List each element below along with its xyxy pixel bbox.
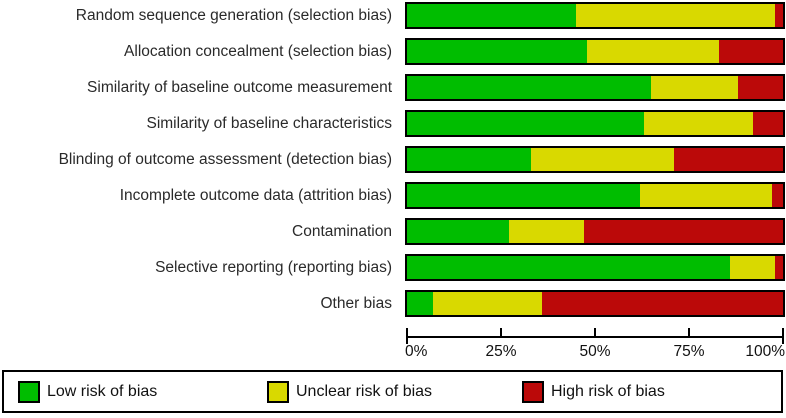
segment-high-risk — [673, 148, 783, 171]
segment-low-risk — [407, 4, 577, 27]
stacked-bar — [405, 182, 785, 209]
legend-entry-low-risk: Low risk of bias — [18, 372, 157, 411]
stacked-bar — [405, 218, 785, 245]
legend-entry-high-risk: High risk of bias — [522, 372, 665, 411]
segment-low-risk — [407, 220, 509, 243]
category-label: Random sequence generation (selection bi… — [75, 7, 392, 24]
category-label: Blinding of outcome assessment (detectio… — [58, 151, 392, 168]
segment-high-risk — [719, 40, 783, 63]
segment-unclear-risk — [433, 292, 543, 315]
legend-swatch-unclear-risk — [267, 380, 289, 403]
legend: Low risk of bias Unclear risk of bias High… — [2, 370, 783, 413]
chart-row: Contamination — [0, 218, 786, 245]
category-label: Allocation concealment (selection bias) — [124, 43, 392, 60]
category-label: Similarity of baseline characteristics — [146, 115, 392, 132]
chart-row: Incomplete outcome data (attrition bias) — [0, 182, 786, 209]
legend-swatch-high-risk — [522, 380, 544, 403]
segment-high-risk — [752, 112, 783, 135]
segment-high-risk — [737, 76, 783, 99]
chart-row: Blinding of outcome assessment (detectio… — [0, 146, 786, 173]
x-axis-tick — [500, 328, 502, 338]
segment-high-risk — [775, 256, 783, 279]
legend-label: Low risk of bias — [47, 382, 158, 400]
segment-low-risk — [407, 40, 588, 63]
category-label: Incomplete outcome data (attrition bias) — [119, 187, 392, 204]
x-axis-tick — [594, 328, 596, 338]
segment-unclear-risk — [576, 4, 776, 27]
segment-unclear-risk — [531, 148, 674, 171]
chart-row: Similarity of baseline characteristics — [0, 110, 786, 137]
segment-unclear-risk — [508, 220, 584, 243]
segment-low-risk — [407, 112, 644, 135]
segment-low-risk — [407, 76, 652, 99]
legend-swatch-low-risk — [18, 380, 40, 403]
legend-entry-unclear-risk: Unclear risk of bias — [267, 372, 432, 411]
chart-row: Allocation concealment (selection bias) — [0, 38, 786, 65]
chart-row: Random sequence generation (selection bi… — [0, 2, 786, 29]
stacked-bar — [405, 110, 785, 137]
category-label: Contamination — [292, 223, 392, 240]
x-axis-line — [406, 336, 784, 338]
segment-high-risk — [542, 292, 783, 315]
category-label: Selective reporting (reporting bias) — [155, 259, 392, 276]
x-axis-tick-label: 100% — [745, 343, 785, 360]
segment-unclear-risk — [651, 76, 738, 99]
x-axis-tick-label: 25% — [485, 343, 517, 360]
category-label: Similarity of baseline outcome measureme… — [87, 79, 392, 96]
stacked-bar — [405, 38, 785, 65]
stacked-bar — [405, 2, 785, 29]
segment-unclear-risk — [730, 256, 776, 279]
segment-low-risk — [407, 184, 641, 207]
stacked-bar — [405, 74, 785, 101]
segment-low-risk — [407, 148, 532, 171]
segment-high-risk — [771, 184, 783, 207]
x-axis-tick — [782, 328, 784, 344]
chart-row: Selective reporting (reporting bias) — [0, 254, 786, 281]
stacked-bar — [405, 146, 785, 173]
x-axis-tick — [688, 328, 690, 338]
segment-unclear-risk — [643, 112, 753, 135]
x-axis-tick-label: 75% — [673, 343, 705, 360]
x-axis-tick-label: 0% — [405, 343, 428, 360]
segment-unclear-risk — [640, 184, 772, 207]
x-axis-tick — [406, 328, 408, 344]
x-axis-tick-label: 50% — [579, 343, 611, 360]
chart-row: Similarity of baseline outcome measureme… — [0, 74, 786, 101]
chart-row: Other bias — [0, 290, 786, 317]
segment-low-risk — [407, 292, 434, 315]
category-label: Other bias — [320, 295, 392, 312]
segment-high-risk — [775, 4, 783, 27]
segment-high-risk — [583, 220, 783, 243]
stacked-bar — [405, 254, 785, 281]
segment-low-risk — [407, 256, 731, 279]
legend-label: High risk of bias — [551, 382, 665, 400]
segment-unclear-risk — [587, 40, 720, 63]
legend-label: Unclear risk of bias — [296, 382, 433, 400]
stacked-bar — [405, 290, 785, 317]
